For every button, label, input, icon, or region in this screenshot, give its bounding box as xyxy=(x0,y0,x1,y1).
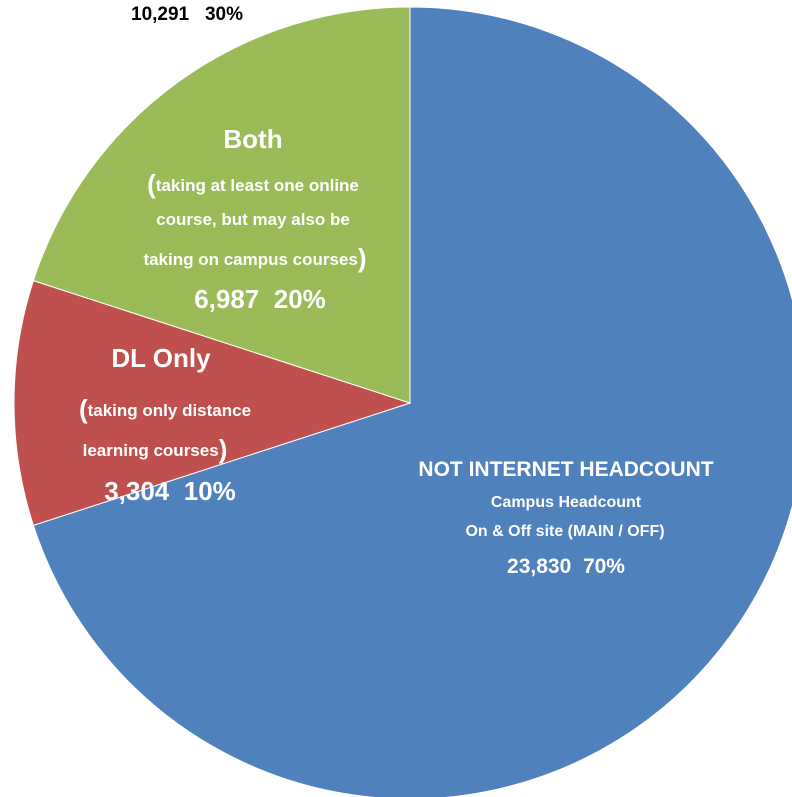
total-percent: 30% xyxy=(204,4,243,25)
dl-only-desc-line2: learning courses) xyxy=(82,434,228,464)
pie-slice-not-internet xyxy=(32,6,792,797)
total-label: 10,291 30% xyxy=(131,4,243,26)
not-internet-desc-line2: On & Off site (MAIN / OFF) xyxy=(465,523,665,540)
both-desc-line2: course, but may also be xyxy=(156,210,350,229)
not-internet-desc-line1: Campus Headcount xyxy=(490,494,642,511)
total-count: 10,291 xyxy=(131,4,190,25)
both-title: Both xyxy=(223,124,283,154)
pie-slice-both xyxy=(32,6,411,404)
not-internet-title: NOT INTERNET HEADCOUNT xyxy=(418,458,714,481)
pie-slice-dl-only xyxy=(13,279,412,527)
dl-only-value: 3,304 10% xyxy=(104,476,236,506)
both-desc-line1: (taking at least one online xyxy=(147,169,359,199)
dl-only-title: DL Only xyxy=(111,343,211,373)
not-internet-value: 23,830 70% xyxy=(507,555,625,578)
both-value: 6,987 20% xyxy=(194,284,326,314)
both-desc-line3: taking on campus courses) xyxy=(143,243,367,273)
dl-only-desc-line1: (taking only distance xyxy=(78,394,252,424)
